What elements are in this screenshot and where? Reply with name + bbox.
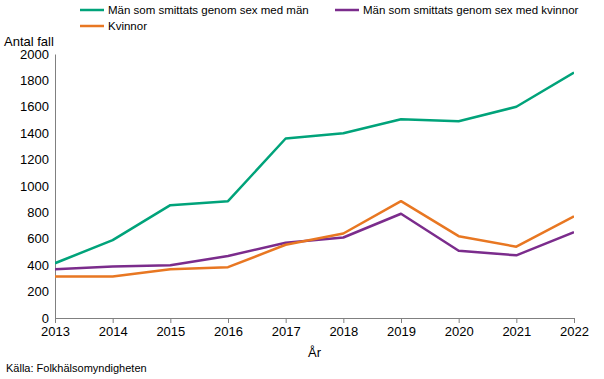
x-tick: 2014 (99, 318, 128, 339)
x-tick-label: 2021 (502, 324, 531, 339)
x-axis: 2013 2014 2015 2016 2017 2018 2019 2020 2021 2022 (41, 318, 589, 339)
x-tick-mark (113, 318, 114, 323)
legend-swatch (80, 25, 104, 28)
x-tick-mark (228, 318, 229, 323)
x-tick-mark (459, 318, 460, 323)
y-axis-title: Antal fall (4, 34, 54, 49)
y-tick: 1400 (20, 126, 55, 141)
legend: Män som smittats genom sex med män Män so… (80, 4, 579, 32)
x-axis-title: År (308, 345, 322, 360)
legend-item: Kvinnor (80, 20, 147, 32)
x-tick-label: 2020 (445, 324, 474, 339)
y-tick-label: 400 (27, 258, 49, 273)
y-tick: 1600 (20, 99, 55, 114)
x-tick-label: 2017 (272, 324, 301, 339)
x-tick-label: 2016 (214, 324, 243, 339)
x-tick: 2018 (329, 318, 358, 339)
legend-label: Kvinnor (108, 20, 147, 32)
y-tick-label: 1600 (20, 99, 49, 114)
y-tick-label: 1200 (20, 152, 49, 167)
legend-label: Män som smittats genom sex med män (108, 4, 309, 16)
y-axis-line (55, 55, 56, 319)
x-tick-mark (401, 318, 402, 323)
x-tick-label: 2014 (99, 324, 128, 339)
legend-item: Män som smittats genom sex med män (80, 4, 309, 16)
x-tick-label: 2015 (156, 324, 185, 339)
y-tick-label: 800 (27, 205, 49, 220)
y-tick-label: 200 (27, 284, 49, 299)
x-tick: 2020 (445, 318, 474, 339)
x-tick-mark (574, 318, 575, 323)
y-tick: 1800 (20, 73, 55, 88)
y-tick-label: 1400 (20, 126, 49, 141)
x-tick-mark (343, 318, 344, 323)
chart: 0200400600800100012001400160018002000201… (0, 0, 604, 379)
legend-swatch (335, 9, 359, 12)
x-tick: 2013 (41, 318, 70, 339)
source: Källa: Folkhälsomyndigheten (6, 362, 147, 374)
y-tick-label: 1800 (20, 73, 49, 88)
x-axis-line (56, 319, 575, 324)
x-tick-mark (516, 318, 517, 323)
legend-item: Män som smittats genom sex med kvinnor (335, 4, 579, 16)
x-tick: 2022 (560, 318, 589, 339)
x-tick: 2021 (502, 318, 531, 339)
y-tick: 600 (27, 231, 55, 246)
legend-swatch (80, 9, 104, 12)
x-tick-mark (55, 318, 56, 323)
x-tick: 2017 (272, 318, 301, 339)
x-tick-label: 2022 (560, 324, 589, 339)
x-tick-label: 2018 (329, 324, 358, 339)
x-tick-label: 2019 (387, 324, 416, 339)
y-tick: 200 (27, 284, 55, 299)
series-line (55, 72, 574, 263)
x-tick-mark (170, 318, 171, 323)
x-tick: 2016 (214, 318, 243, 339)
y-tick-label: 1000 (20, 179, 49, 194)
lines (55, 72, 574, 276)
x-tick-label: 2013 (41, 324, 70, 339)
x-tick: 2015 (156, 318, 185, 339)
series-line (55, 201, 574, 276)
y-tick-label: 600 (27, 231, 49, 246)
y-tick: 800 (27, 205, 55, 220)
y-axis: 0200400600800100012001400160018002000 (20, 47, 55, 326)
x-tick: 2019 (387, 318, 416, 339)
y-tick: 400 (27, 258, 55, 273)
series-line (55, 214, 574, 269)
x-tick-mark (286, 318, 287, 323)
legend-label: Män som smittats genom sex med kvinnor (363, 4, 579, 16)
y-tick: 1200 (20, 152, 55, 167)
y-tick: 1000 (20, 179, 55, 194)
